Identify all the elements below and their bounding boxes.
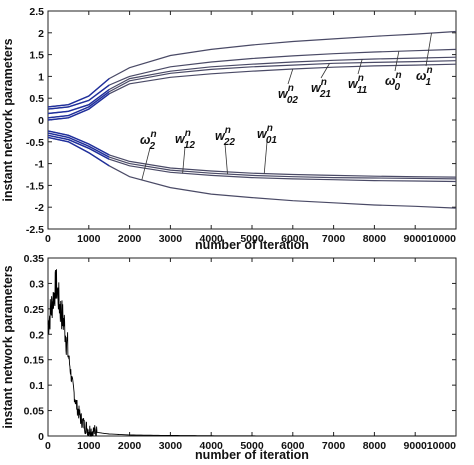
bottom-x-tick-label: 3000 bbox=[159, 440, 183, 452]
annotation-leader bbox=[224, 143, 228, 175]
bottom-y-tick-label: 0.2 bbox=[29, 329, 44, 341]
series-line-early bbox=[47, 91, 110, 119]
annotation-leader bbox=[263, 141, 268, 174]
bottom-x-tick-label: 8000 bbox=[363, 440, 387, 452]
series-annotation-label: wn 12 bbox=[175, 128, 195, 151]
top-x-tick-label: 6000 bbox=[281, 233, 305, 245]
top-series-lines bbox=[47, 30, 457, 209]
bottom-y-tick-label: 0.15 bbox=[24, 355, 45, 367]
top-x-tick-label: 8000 bbox=[363, 233, 387, 245]
series-line-early bbox=[47, 93, 110, 121]
top-y-axis-label: instant network parameters bbox=[1, 38, 15, 201]
annotation-leader bbox=[357, 59, 363, 75]
top-x-tick-label: 7000 bbox=[322, 233, 346, 245]
series-line bbox=[47, 269, 455, 438]
top-y-tick-label: -0.5 bbox=[26, 137, 44, 149]
bottom-y-tick-label: 0.35 bbox=[24, 253, 45, 265]
top-y-ticks: 2.5 2 1.5 1 0.5 0 -0.5 -1 -1.5 -2 -2.5 bbox=[26, 6, 456, 236]
series-annotation-label: wn 02 bbox=[278, 83, 298, 106]
top-x-tick-label: 1000 bbox=[77, 233, 101, 245]
bottom-y-tick-label: 0.05 bbox=[24, 406, 45, 418]
bottom-x-tick-label: 10000 bbox=[427, 440, 456, 452]
top-y-tick-label: 1.5 bbox=[29, 50, 44, 62]
bottom-y-ticks: 0.35 0.3 0.25 0.2 0.15 0.1 0.05 0 bbox=[24, 253, 456, 443]
bottom-x-tick-label: 2000 bbox=[118, 440, 142, 452]
series-annotation-label: wn 22 bbox=[215, 125, 235, 148]
bottom-x-ticks: 0 1000 2000 3000 4000 5000 6000 7000 8000 9000 100… bbox=[45, 258, 457, 452]
series-line-early bbox=[47, 136, 110, 167]
top-plot-frame bbox=[47, 10, 457, 230]
top-x-axis-label: number of iteration bbox=[195, 238, 309, 252]
top-x-tick-label: 4000 bbox=[200, 233, 224, 245]
top-y-tick-label: -1 bbox=[35, 159, 44, 171]
top-y-tick-label: -1.5 bbox=[26, 180, 44, 192]
series-line-early bbox=[47, 84, 110, 110]
top-y-tick-label: -2.5 bbox=[26, 224, 44, 236]
bottom-x-axis-label: number of iteration bbox=[195, 448, 309, 462]
top-y-tick-label: 0 bbox=[38, 115, 44, 127]
series-line-early bbox=[47, 78, 110, 108]
bottom-x-tick-label: 0 bbox=[45, 440, 51, 452]
bottom-x-tick-label: 1000 bbox=[77, 440, 101, 452]
bottom-y-axis-label: instant network parameters bbox=[1, 265, 15, 428]
top-x-tick-label: 5000 bbox=[240, 233, 264, 245]
top-y-tick-label: -2 bbox=[35, 202, 44, 214]
top-x-tick-label: 2000 bbox=[118, 233, 142, 245]
top-y-tick-label: 0.5 bbox=[29, 93, 44, 105]
top-x-tick-label: 9000 bbox=[404, 233, 428, 245]
annotation-leader bbox=[287, 68, 294, 85]
series-annotation-label: ωn 1 bbox=[416, 65, 433, 88]
series-line-early bbox=[47, 130, 110, 156]
bottom-y-tick-label: 0.25 bbox=[24, 304, 45, 316]
series-line-early bbox=[47, 88, 110, 115]
top-x-tick-label: 10000 bbox=[427, 233, 456, 245]
series-line-early bbox=[47, 134, 110, 160]
series-line-early bbox=[47, 132, 110, 158]
top-chart: 2.5 2 1.5 1 0.5 0 -0.5 -1 -1.5 -2 -2.5 0 1000 2000 30… bbox=[1, 6, 457, 252]
bottom-y-tick-label: 0 bbox=[38, 431, 44, 443]
top-x-tick-label: 3000 bbox=[159, 233, 183, 245]
annotation-leader bbox=[425, 32, 432, 67]
bottom-series-lines bbox=[47, 269, 455, 438]
top-y-tick-label: 2 bbox=[38, 28, 44, 40]
top-annotations: wn 02 wn 21 wn 11 ωn 0 ωn 1 ωn 2 wn 12 wn 22 wn 01 bbox=[140, 32, 433, 181]
bottom-x-tick-label: 6000 bbox=[281, 440, 305, 452]
annotation-leader bbox=[320, 63, 330, 79]
bottom-y-tick-label: 0.3 bbox=[29, 278, 44, 290]
top-x-ticks: 0 1000 2000 3000 4000 5000 6000 7000 8000 9000 100… bbox=[45, 11, 457, 245]
annotation-leader bbox=[182, 146, 186, 174]
series-annotation-label: wn 11 bbox=[348, 73, 368, 96]
bottom-plot-frame bbox=[47, 257, 457, 437]
top-y-tick-label: 2.5 bbox=[29, 6, 44, 18]
series-annotation-label: wn 21 bbox=[311, 77, 331, 100]
bottom-chart: 0.35 0.3 0.25 0.2 0.15 0.1 0.05 0 0 1000 2000 3000… bbox=[1, 253, 457, 462]
bottom-x-tick-label: 7000 bbox=[322, 440, 346, 452]
bottom-x-tick-label: 9000 bbox=[404, 440, 428, 452]
series-annotation-label: ωn 2 bbox=[140, 129, 157, 152]
bottom-y-tick-label: 0.1 bbox=[29, 380, 44, 392]
series-annotation-label: ωn 0 bbox=[385, 70, 402, 93]
top-x-tick-label: 0 bbox=[45, 233, 51, 245]
series-annotation-label: wn 01 bbox=[257, 123, 277, 146]
annotation-leader bbox=[394, 51, 400, 72]
bottom-x-tick-label: 4000 bbox=[200, 440, 224, 452]
bottom-x-tick-label: 5000 bbox=[240, 440, 264, 452]
top-y-tick-label: 1 bbox=[38, 71, 44, 83]
annotation-leader bbox=[141, 147, 151, 181]
